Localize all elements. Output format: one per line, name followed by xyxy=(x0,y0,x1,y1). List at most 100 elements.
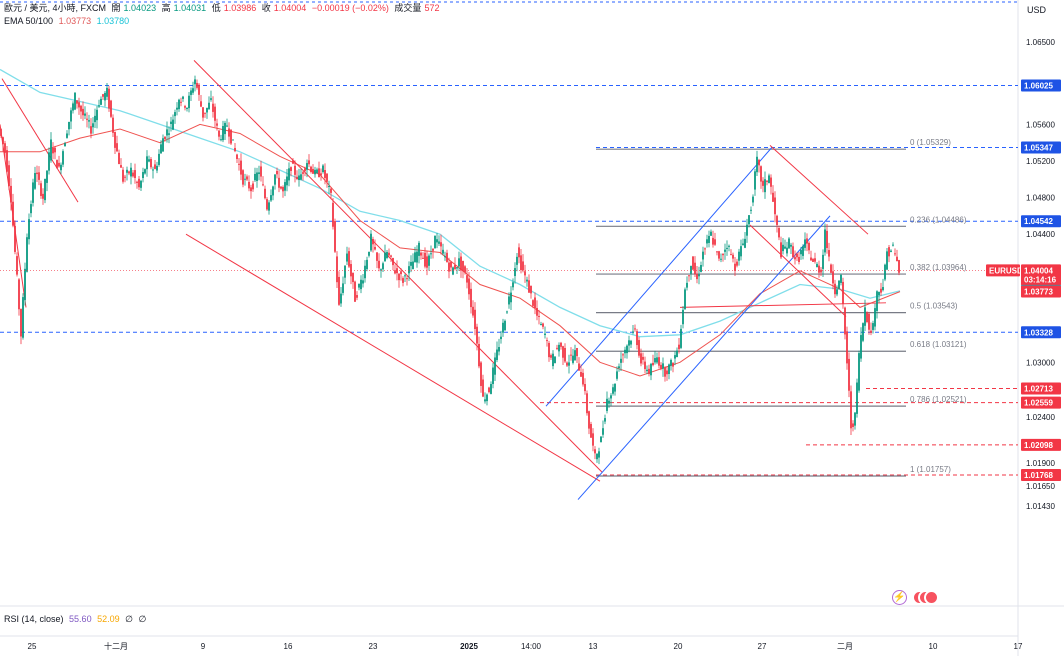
candle-body[interactable] xyxy=(306,163,308,170)
candle-body[interactable] xyxy=(772,192,774,202)
candle-body[interactable] xyxy=(94,115,96,123)
candle-body[interactable] xyxy=(262,184,264,186)
candle-body[interactable] xyxy=(436,239,438,243)
candle-body[interactable] xyxy=(366,259,368,270)
candle-body[interactable] xyxy=(108,88,110,109)
candle-body[interactable] xyxy=(36,172,38,175)
trend-line[interactable] xyxy=(185,233,601,482)
candle-body[interactable] xyxy=(796,253,798,258)
candle-body[interactable] xyxy=(168,133,170,135)
candle-body[interactable] xyxy=(144,169,146,174)
candle-body[interactable] xyxy=(600,436,602,443)
candle-body[interactable] xyxy=(706,239,708,244)
candle-body[interactable] xyxy=(386,252,388,258)
candle-body[interactable] xyxy=(894,253,896,255)
candle-body[interactable] xyxy=(52,147,54,154)
candle-body[interactable] xyxy=(232,139,234,141)
candle-body[interactable] xyxy=(690,266,692,274)
candle-body[interactable] xyxy=(564,347,566,362)
candle-body[interactable] xyxy=(42,193,44,199)
candle-body[interactable] xyxy=(574,350,576,361)
candle-body[interactable] xyxy=(284,182,286,191)
candle-body[interactable] xyxy=(200,101,202,107)
candle-body[interactable] xyxy=(498,347,500,352)
candle-body[interactable] xyxy=(196,82,198,88)
candle-body[interactable] xyxy=(524,271,526,276)
candle-body[interactable] xyxy=(722,253,724,256)
candle-body[interactable] xyxy=(566,362,568,366)
red-dot-icon[interactable] xyxy=(924,590,939,605)
candle-body[interactable] xyxy=(438,241,440,244)
candle-body[interactable] xyxy=(62,151,64,165)
candle-body[interactable] xyxy=(460,256,462,271)
candle-body[interactable] xyxy=(244,178,246,180)
candle-body[interactable] xyxy=(242,170,244,185)
candle-body[interactable] xyxy=(308,160,310,165)
candle-body[interactable] xyxy=(40,183,42,196)
candle-body[interactable] xyxy=(416,251,418,263)
candle-body[interactable] xyxy=(450,261,452,268)
candle-body[interactable] xyxy=(650,363,652,376)
candle-body[interactable] xyxy=(570,354,572,356)
candle-body[interactable] xyxy=(612,387,614,394)
candle-body[interactable] xyxy=(632,331,634,333)
candle-body[interactable] xyxy=(556,347,558,349)
candle-body[interactable] xyxy=(206,107,208,113)
candle-body[interactable] xyxy=(474,309,476,330)
candle-body[interactable] xyxy=(256,172,258,181)
candle-body[interactable] xyxy=(88,120,90,122)
candle-body[interactable] xyxy=(780,242,782,258)
candle-body[interactable] xyxy=(874,308,876,327)
candle-body[interactable] xyxy=(216,123,218,126)
candle-body[interactable] xyxy=(618,366,620,369)
candle-body[interactable] xyxy=(674,355,676,359)
candle-body[interactable] xyxy=(420,252,422,256)
candle-body[interactable] xyxy=(154,164,156,169)
candle-body[interactable] xyxy=(34,173,36,189)
candle-body[interactable] xyxy=(454,264,456,270)
candle-body[interactable] xyxy=(368,251,370,256)
candle-body[interactable] xyxy=(326,173,328,182)
candle-body[interactable] xyxy=(712,237,714,245)
candle-body[interactable] xyxy=(486,394,488,402)
candle-body[interactable] xyxy=(642,356,644,360)
candle-body[interactable] xyxy=(626,345,628,354)
candle-body[interactable] xyxy=(30,204,32,214)
candle-body[interactable] xyxy=(834,283,836,295)
candle-body[interactable] xyxy=(742,243,744,245)
candle-body[interactable] xyxy=(56,160,58,169)
candle-body[interactable] xyxy=(70,110,72,122)
candle-body[interactable] xyxy=(54,147,56,153)
candle-body[interactable] xyxy=(382,263,384,270)
candle-body[interactable] xyxy=(18,279,20,310)
candle-body[interactable] xyxy=(488,387,490,393)
candle-body[interactable] xyxy=(622,354,624,356)
candle-body[interactable] xyxy=(508,296,510,305)
candle-body[interactable] xyxy=(86,118,88,120)
candle-body[interactable] xyxy=(568,362,570,366)
candle-body[interactable] xyxy=(492,367,494,385)
candle-body[interactable] xyxy=(522,261,524,271)
candle-body[interactable] xyxy=(178,99,180,110)
candle-body[interactable] xyxy=(586,393,588,414)
candle-body[interactable] xyxy=(462,260,464,272)
candle-body[interactable] xyxy=(582,372,584,385)
candle-body[interactable] xyxy=(812,258,814,262)
candle-body[interactable] xyxy=(666,370,668,375)
candle-body[interactable] xyxy=(188,95,190,109)
candle-body[interactable] xyxy=(752,196,754,203)
candle-body[interactable] xyxy=(658,357,660,366)
candle-body[interactable] xyxy=(668,364,670,375)
candle-body[interactable] xyxy=(540,324,542,326)
candle-body[interactable] xyxy=(362,280,364,284)
candle-body[interactable] xyxy=(266,199,268,210)
candle-body[interactable] xyxy=(28,219,30,240)
lightning-icon[interactable]: ⚡ xyxy=(892,590,907,605)
candle-body[interactable] xyxy=(198,84,200,95)
candle-body[interactable] xyxy=(682,309,684,325)
candle-body[interactable] xyxy=(272,186,274,196)
candle-body[interactable] xyxy=(378,260,380,269)
ema50-line[interactable] xyxy=(0,123,901,377)
candle-body[interactable] xyxy=(100,98,102,105)
candle-body[interactable] xyxy=(552,353,554,367)
